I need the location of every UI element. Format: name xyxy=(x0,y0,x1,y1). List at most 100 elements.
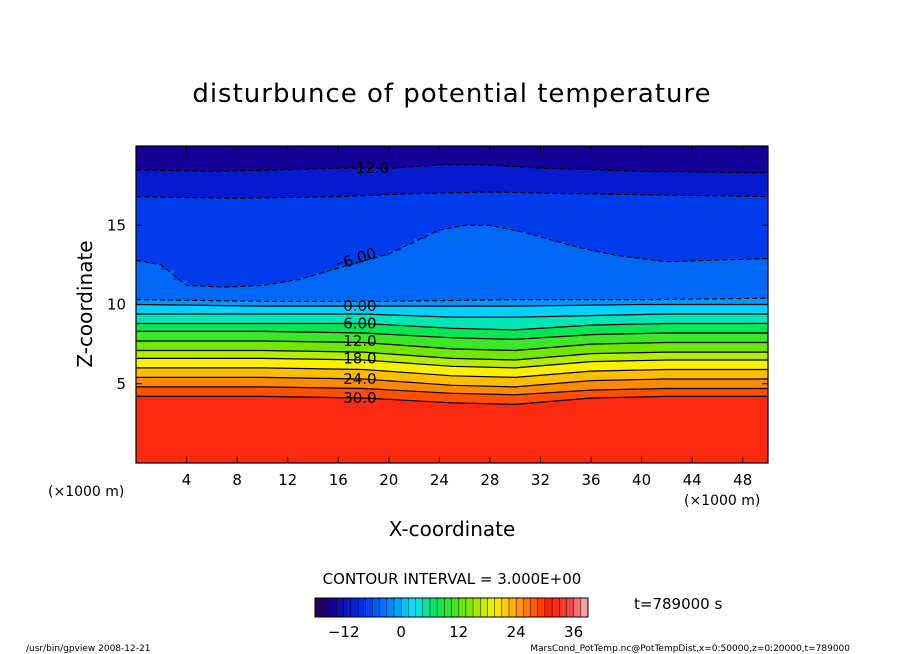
heatmap-cell xyxy=(363,333,377,344)
heatmap-cell xyxy=(350,262,365,302)
heatmap-cell xyxy=(237,331,251,342)
heatmap-cell xyxy=(148,146,162,171)
heatmap-cell xyxy=(628,360,643,371)
heatmap-cell xyxy=(401,335,415,347)
heatmap-cell xyxy=(312,197,327,275)
heatmap-cell xyxy=(704,298,719,306)
x-tick-label: 24 xyxy=(430,471,449,489)
heatmap-cell xyxy=(325,314,339,325)
heatmap-cell xyxy=(249,350,263,359)
heatmap-cell xyxy=(275,306,289,315)
heatmap-cell xyxy=(654,260,668,301)
heatmap-cell xyxy=(654,342,668,353)
heatmap-cell xyxy=(679,333,693,344)
heatmap-cell xyxy=(679,304,693,315)
heatmap-cell xyxy=(565,372,579,383)
heatmap-cell xyxy=(692,304,706,315)
contour-line xyxy=(136,376,768,388)
heatmap-cell xyxy=(388,301,403,307)
heatmap-cell xyxy=(553,193,567,243)
x-tick-label: 32 xyxy=(531,471,550,489)
heatmap-cell xyxy=(224,305,238,315)
contour-lines xyxy=(136,164,768,406)
heatmap-cell xyxy=(742,304,756,315)
heatmap-cell xyxy=(464,165,478,193)
heatmap-cell xyxy=(224,358,238,369)
heatmap-cell xyxy=(325,332,339,343)
heatmap-cell xyxy=(654,379,668,390)
colorbar-tick-label: 0 xyxy=(396,623,406,641)
heatmap-cell xyxy=(211,171,226,199)
heatmap-layer xyxy=(136,146,768,463)
heatmap-cell xyxy=(325,323,339,334)
contour-line xyxy=(136,303,768,307)
y-tick-label: 15 xyxy=(107,216,126,234)
heatmap-cell xyxy=(262,331,276,342)
colorbar-cell xyxy=(322,598,330,617)
heatmap-cell xyxy=(692,396,706,463)
heatmap-cell xyxy=(300,359,314,370)
colorbar-cell xyxy=(315,598,323,617)
heatmap-cell xyxy=(553,373,567,384)
heatmap-cell xyxy=(730,172,744,197)
heatmap-cell xyxy=(717,369,731,380)
heatmap-cell xyxy=(363,146,377,169)
heatmap-cell xyxy=(186,197,200,287)
heatmap-cell xyxy=(275,301,289,307)
heatmap-cell xyxy=(578,371,592,382)
heatmap-cell xyxy=(666,352,681,361)
heatmap-cell xyxy=(186,146,200,172)
colorbar-cell xyxy=(386,598,395,617)
heatmap-cell xyxy=(300,387,314,398)
heatmap-cell xyxy=(515,394,529,405)
heatmap-cell xyxy=(414,391,428,402)
heatmap-cell xyxy=(148,396,162,463)
heatmap-cell xyxy=(641,314,655,325)
heatmap-cell xyxy=(376,301,390,307)
heatmap-cell xyxy=(173,305,188,315)
heatmap-cell xyxy=(755,369,768,380)
heatmap-cell xyxy=(553,392,567,402)
heatmap-cell xyxy=(730,388,744,398)
heatmap-cell xyxy=(173,377,188,388)
heatmap-cell xyxy=(312,146,327,170)
heatmap-cell xyxy=(338,266,352,302)
heatmap-cell xyxy=(742,146,756,174)
heatmap-cell xyxy=(199,314,213,325)
heatmap-cell xyxy=(237,323,251,333)
heatmap-cell xyxy=(224,386,238,398)
heatmap-cell xyxy=(591,343,605,355)
heatmap-cell xyxy=(338,146,352,169)
heatmap-cell xyxy=(641,146,655,173)
heatmap-cell xyxy=(553,346,567,357)
heatmap-cell xyxy=(591,315,605,326)
heatmap-cell xyxy=(464,376,478,387)
heatmap-cell xyxy=(199,305,213,315)
heatmap-cell xyxy=(439,165,453,194)
heatmap-cell xyxy=(249,146,263,172)
heatmap-cell xyxy=(616,379,630,391)
heatmap-cell xyxy=(426,364,440,376)
heatmap-cell xyxy=(502,306,516,318)
heatmap-cell xyxy=(275,323,289,333)
heatmap-cell xyxy=(186,300,200,306)
heatmap-cell xyxy=(262,341,276,352)
heatmap-cell xyxy=(654,299,668,306)
heatmap-cell xyxy=(173,340,188,352)
heatmap-cell xyxy=(237,314,251,325)
heatmap-cell xyxy=(755,388,768,398)
heatmap-cell xyxy=(502,299,516,307)
heatmap-cell xyxy=(666,359,681,371)
heatmap-cell xyxy=(692,299,706,306)
heatmap-cell xyxy=(591,389,605,399)
heatmap-cell xyxy=(464,300,478,307)
heatmap-cell xyxy=(730,304,744,315)
heatmap-cell xyxy=(628,397,643,463)
heatmap-cell xyxy=(388,194,403,252)
heatmap-cell xyxy=(287,377,301,389)
heatmap-cell xyxy=(376,343,390,355)
heatmap-cell xyxy=(414,373,428,384)
heatmap-cell xyxy=(376,314,390,326)
heatmap-cell xyxy=(224,198,238,288)
colorbar-tick-label: −12 xyxy=(328,623,360,641)
